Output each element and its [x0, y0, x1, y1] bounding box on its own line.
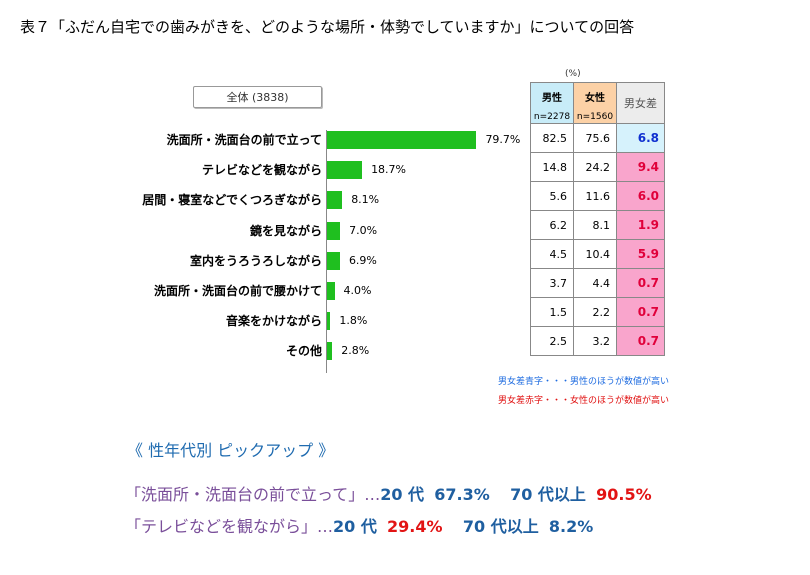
bar-value-label: 6.9%	[348, 253, 377, 267]
table-row: 4.5 10.4 5.9	[530, 239, 665, 269]
bar-value-label: 4.0%	[343, 284, 372, 297]
category-label: 音楽をかけながら	[225, 314, 322, 329]
table-unit: (%)	[565, 69, 581, 79]
category-label: 洗面所・洗面台の前で腰かけて	[153, 284, 322, 298]
pickup-line: 「テレビなどを観ながら」…20 代 29.4% 70 代以上 8.2%	[125, 513, 593, 537]
diff-value: 9.4	[616, 152, 665, 182]
gender-table: 男性 n=2278 女性 n=1560 男女差 82.5 75.6 6.8 14.8 2…	[530, 82, 665, 356]
male-n-label: n=2278	[533, 112, 571, 122]
note-red: 男女差赤字・・・女性のほうが数値が高い	[498, 396, 670, 406]
gender-table-header: 男性 n=2278 女性 n=1560 男女差	[530, 82, 665, 124]
female-value: 75.6	[573, 123, 617, 153]
pickup-age: 70 代以上	[510, 485, 586, 504]
female-value: 3.2	[573, 326, 617, 356]
table-row: 5.6 11.6 6.0	[530, 181, 665, 211]
pickup-value: 8.2%	[548, 517, 594, 536]
table-row: 6.2 8.1 1.9	[530, 210, 665, 240]
diff-value: 0.7	[616, 268, 665, 298]
bar-value-label: 79.7%	[485, 133, 521, 146]
category-label: テレビなどを観ながら	[201, 163, 322, 178]
page-title: 表７「ふだん自宅での歯みがきを、どのような場所・体勢でしていますか」についての回…	[20, 18, 635, 36]
bar-value-label: 1.8%	[339, 314, 368, 328]
female-value: 11.6	[573, 181, 617, 211]
female-value: 2.2	[573, 297, 617, 327]
diff-value: 0.7	[616, 326, 665, 356]
bar	[327, 312, 331, 331]
female-value: 8.1	[573, 210, 617, 240]
female-value: 4.4	[573, 268, 617, 298]
bar	[327, 342, 333, 361]
table-row: 82.5 75.6 6.8	[530, 123, 665, 153]
male-value: 82.5	[530, 123, 574, 153]
category-label: 鏡を見ながら	[249, 223, 322, 238]
male-value: 3.7	[530, 268, 574, 298]
diff-value: 6.0	[616, 181, 665, 211]
female-value: 24.2	[573, 152, 617, 182]
pickup-line: 「洗面所・洗面台の前で立って」…20 代 67.3% 70 代以上 90.5%	[125, 481, 652, 505]
bar-value-label: 18.7%	[371, 163, 407, 177]
male-value: 5.6	[530, 181, 574, 211]
total-label-box: 全体 (3838)	[193, 86, 322, 108]
female-header-label: 女性	[585, 93, 605, 104]
male-value: 4.5	[530, 239, 574, 269]
diff-header: 男女差	[616, 82, 665, 124]
pickup-age: 20 代	[333, 517, 377, 536]
pickup-value: 67.3%	[434, 485, 490, 504]
category-label: その他	[285, 344, 322, 359]
bar	[327, 161, 363, 180]
bar	[327, 191, 343, 210]
bar	[327, 282, 335, 300]
table-row: 2.5 3.2 0.7	[530, 326, 665, 356]
table-row: 14.8 24.2 9.4	[530, 152, 665, 182]
pickup-item: 「洗面所・洗面台の前で立って」…	[125, 485, 381, 504]
male-header: 男性 n=2278	[530, 82, 574, 124]
pickup-age: 70 代以上	[462, 517, 539, 536]
note-blue: 男女差青字・・・男性のほうが数値が高い	[498, 377, 670, 387]
category-label: 室内をうろうろしながら	[189, 253, 322, 268]
table-row: 1.5 2.2 0.7	[530, 297, 665, 327]
diff-value: 1.9	[616, 210, 665, 240]
male-value: 6.2	[530, 210, 574, 240]
bar	[327, 131, 477, 149]
pickup-title: 《 性年代別 ピックアップ 》	[127, 441, 335, 460]
female-n-label: n=1560	[576, 112, 614, 122]
female-value: 10.4	[573, 239, 617, 269]
bar	[327, 221, 341, 240]
pickup-item: 「テレビなどを観ながら」…	[125, 517, 334, 536]
male-value: 1.5	[530, 297, 574, 327]
pickup-age: 20 代	[380, 485, 425, 504]
bar-value-label: 7.0%	[349, 223, 378, 237]
chart-axis-line	[326, 130, 327, 373]
male-header-label: 男性	[542, 93, 562, 104]
diff-value: 6.8	[616, 123, 665, 153]
diff-value: 0.7	[616, 297, 665, 327]
pickup-value: 90.5%	[596, 485, 652, 504]
category-label: 洗面所・洗面台の前で立って	[166, 133, 322, 147]
table-row: 3.7 4.4 0.7	[530, 268, 665, 298]
diff-value: 5.9	[616, 239, 665, 269]
bar-value-label: 8.1%	[351, 193, 380, 207]
male-value: 14.8	[530, 152, 574, 182]
category-label: 居間・寝室などでくつろぎながら	[142, 193, 322, 208]
male-value: 2.5	[530, 326, 574, 356]
pickup-value: 29.4%	[387, 517, 443, 536]
bar-value-label: 2.8%	[341, 344, 370, 358]
bar	[327, 251, 340, 270]
female-header: 女性 n=1560	[573, 82, 617, 124]
